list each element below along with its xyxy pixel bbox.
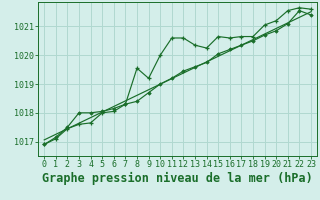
X-axis label: Graphe pression niveau de la mer (hPa): Graphe pression niveau de la mer (hPa): [42, 172, 313, 185]
